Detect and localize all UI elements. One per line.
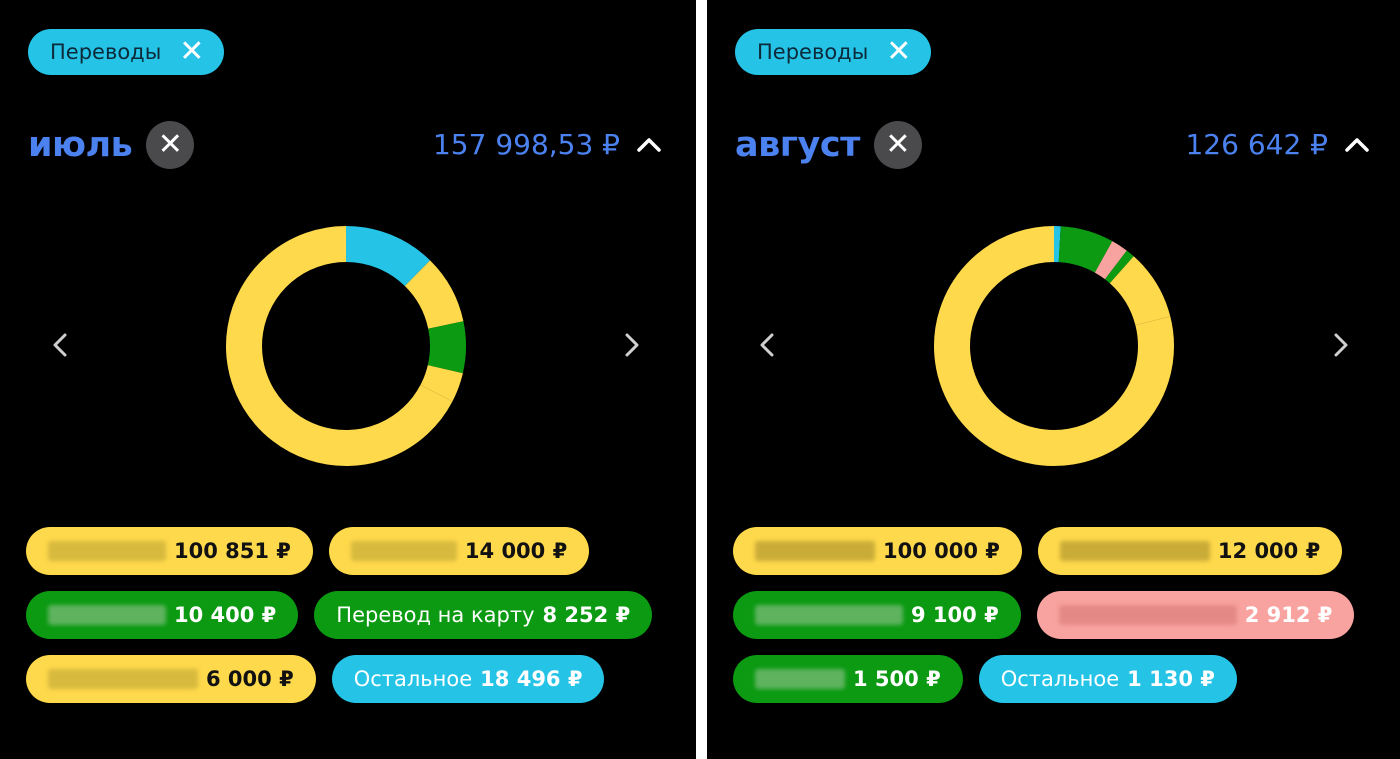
hidden-label (1059, 541, 1210, 561)
month-title: август (735, 125, 860, 165)
legend: 100 851 ₽ 14 000 ₽ 10 400 ₽ Перевод на к… (26, 527, 686, 719)
donut-chart (934, 226, 1174, 466)
donut-chart (226, 226, 466, 466)
hidden-label (350, 541, 457, 561)
filter-chip-transfers[interactable]: Переводы ✕ (735, 29, 932, 75)
donut-slice (1058, 226, 1113, 273)
hidden-label (48, 605, 166, 625)
hidden-label (755, 605, 903, 625)
legend-pill[interactable]: Остальное 18 496 ₽ (331, 655, 605, 703)
month-panel-august: Переводы ✕ август ✕ 126 642 ₽ 100 000 ₽ … (707, 0, 1400, 759)
legend: 100 000 ₽ 12 000 ₽ 9 100 ₽ 2 912 ₽ 1 500… (733, 527, 1393, 719)
legend-pill[interactable]: 100 851 ₽ (26, 527, 313, 575)
legend-pill[interactable]: 100 000 ₽ (733, 527, 1022, 575)
legend-label: Остальное (1000, 667, 1120, 691)
donut-slice (1104, 250, 1134, 284)
legend-pill[interactable]: 14 000 ₽ (328, 527, 590, 575)
legend-amount: 2 912 ₽ (1244, 603, 1333, 627)
hidden-label (755, 669, 845, 689)
donut-slice (404, 260, 464, 330)
legend-label: Остальное (353, 667, 473, 691)
legend-amount: 14 000 ₽ (464, 539, 568, 563)
chevron-right-icon[interactable] (1331, 330, 1351, 360)
donut-slice (420, 364, 463, 402)
donut-slice (345, 226, 431, 287)
month-total: 157 998,53 ₽ (432, 128, 620, 161)
month-title: июль (28, 125, 133, 165)
donut-slice (1109, 256, 1171, 326)
legend-amount: 6 000 ₽ (206, 667, 294, 691)
legend-amount: 1 500 ₽ (853, 667, 941, 691)
close-icon[interactable]: ✕ (886, 34, 912, 69)
month-header: июль ✕ (28, 120, 195, 170)
legend-amount: 100 851 ₽ (174, 539, 291, 563)
donut-slice (226, 226, 453, 466)
hidden-label (1058, 605, 1237, 625)
month-close-button[interactable]: ✕ (146, 121, 195, 169)
month-total: 126 642 ₽ (1185, 128, 1328, 161)
chevron-left-icon[interactable] (50, 330, 70, 360)
chevron-left-icon[interactable] (757, 330, 777, 360)
legend-amount: 10 400 ₽ (174, 603, 277, 627)
filter-chip-transfers[interactable]: Переводы ✕ (28, 29, 225, 75)
legend-pill[interactable]: 1 500 ₽ (733, 655, 963, 703)
hidden-label (48, 669, 198, 689)
chevron-up-icon[interactable] (634, 130, 664, 160)
donut-slice (427, 321, 466, 374)
month-close-button[interactable]: ✕ (873, 121, 922, 169)
chevron-right-icon[interactable] (622, 330, 642, 360)
filter-chip-label: Переводы (757, 40, 869, 64)
legend-pill[interactable]: 9 100 ₽ (733, 591, 1021, 639)
legend-amount: 100 000 ₽ (883, 539, 1000, 563)
legend-amount: 12 000 ₽ (1217, 539, 1321, 563)
legend-label: Перевод на карту (336, 603, 535, 627)
filter-chip-label: Переводы (50, 40, 162, 64)
legend-pill[interactable]: 2 912 ₽ (1036, 591, 1355, 639)
donut-slice (1094, 241, 1127, 280)
legend-pill[interactable]: Остальное 1 130 ₽ (978, 655, 1237, 703)
close-icon[interactable]: ✕ (179, 34, 205, 69)
chevron-up-icon[interactable] (1342, 130, 1372, 160)
legend-amount: 1 130 ₽ (1127, 667, 1215, 691)
legend-amount: 18 496 ₽ (480, 667, 583, 691)
legend-pill[interactable]: 12 000 ₽ (1037, 527, 1343, 575)
legend-pill[interactable]: 10 400 ₽ (26, 591, 299, 639)
donut-slice (934, 226, 1174, 466)
legend-pill[interactable]: 6 000 ₽ (26, 655, 316, 703)
legend-pill[interactable]: Перевод на карту 8 252 ₽ (314, 591, 653, 639)
month-panel-july: Переводы ✕ июль ✕ 157 998,53 ₽ 100 851 ₽… (0, 0, 696, 759)
legend-amount: 8 252 ₽ (542, 603, 631, 627)
hidden-label (755, 541, 875, 561)
legend-amount: 9 100 ₽ (911, 603, 999, 627)
hidden-label (48, 541, 166, 561)
month-header: август ✕ (735, 120, 922, 170)
